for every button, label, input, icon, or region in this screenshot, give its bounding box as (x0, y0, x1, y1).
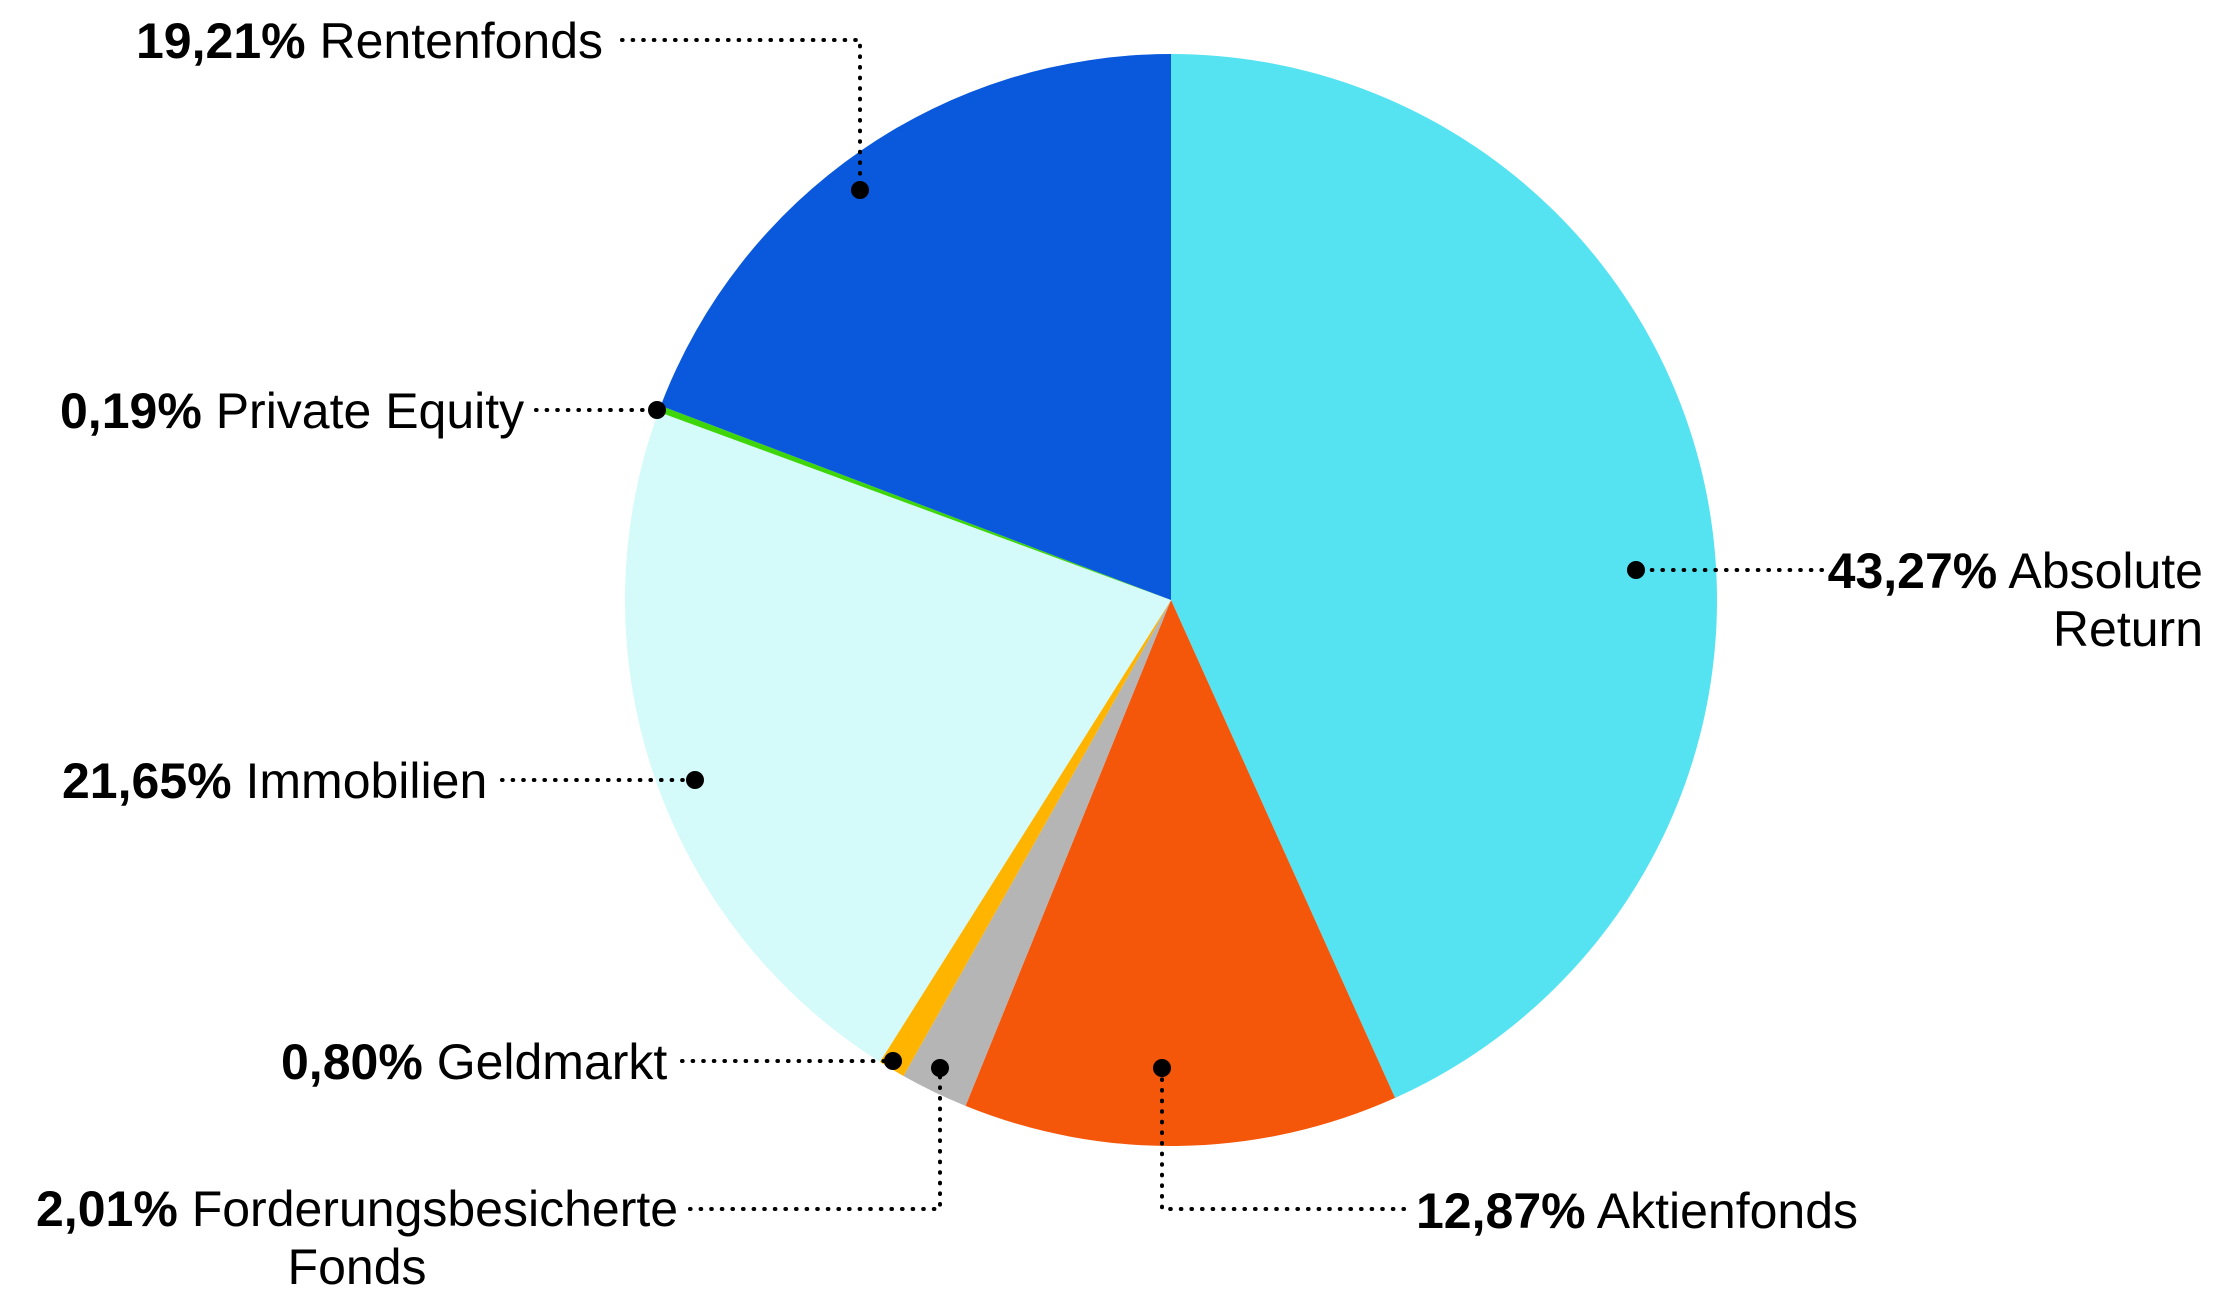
callout-aktienfonds-pct: 12,87% (1416, 1183, 1586, 1239)
pie-slice-geldmarkt (879, 600, 1171, 1076)
callout-private-equity: 0,19% Private Equity (60, 382, 524, 440)
pie-slice-absolute-return (1171, 54, 1718, 1098)
leader-dot-rentenfonds (851, 181, 869, 199)
callout-forderungsbesicherte-label-line1: Forderungsbesicherte (191, 1181, 679, 1237)
callout-aktienfonds: 12,87% Aktienfonds (1416, 1182, 1858, 1240)
callout-forderungsbesicherte-fonds: 2,01% Forderungsbesicherte Fonds (36, 1180, 678, 1296)
callout-rentenfonds: 19,21% Rentenfonds (136, 12, 603, 70)
callout-absolute-return-label-line1: Absolute (2008, 543, 2203, 599)
leader-dot-aktienfonds (1153, 1059, 1171, 1077)
callout-forderungsbesicherte-label-line2: Fonds (287, 1239, 427, 1295)
callout-rentenfonds-pct: 19,21% (136, 13, 306, 69)
callout-geldmarkt-pct: 0,80% (281, 1034, 423, 1090)
leader-line-forderungsbesicherte-fonds (688, 1066, 942, 1211)
leader-line-aktienfonds (1160, 1066, 1406, 1211)
callout-geldmarkt: 0,80% Geldmarkt (281, 1033, 667, 1091)
leader-dot-immobilien (686, 771, 704, 789)
callout-immobilien-label: Immobilien (245, 753, 488, 809)
callout-private-equity-label: Private Equity (215, 383, 525, 439)
callout-absolute-return-label-line2: Return (2052, 601, 2203, 657)
callout-absolute-return: 43,27% Absolute Return (1828, 542, 2203, 658)
leader-dot-geldmarkt (884, 1052, 902, 1070)
callout-geldmarkt-label: Geldmarkt (436, 1034, 668, 1090)
callout-private-equity-pct: 0,19% (60, 383, 202, 439)
callout-aktienfonds-label: Aktienfonds (1596, 1183, 1859, 1239)
callout-immobilien-pct: 21,65% (62, 753, 232, 809)
leader-dot-absolute-return (1627, 561, 1645, 579)
pie-slice-private-equity (658, 405, 1171, 600)
pie-slice-aktienfonds (965, 600, 1396, 1146)
callout-forderungsbesicherte-pct: 2,01% (36, 1181, 178, 1237)
leader-dot-forderungsbesicherte-fonds (931, 1059, 949, 1077)
callout-rentenfonds-label: Rentenfonds (319, 13, 604, 69)
pie-slice-immobilien (624, 411, 1171, 1062)
pie-slice-forderungsbesicherte-fonds (903, 600, 1171, 1106)
leader-line-rentenfonds (620, 38, 862, 192)
callout-absolute-return-pct: 43,27% (1827, 543, 1998, 599)
callout-immobilien: 21,65% Immobilien (62, 752, 487, 810)
leader-dot-private-equity (648, 401, 666, 419)
pie-slice-rentenfonds (660, 53, 1171, 600)
